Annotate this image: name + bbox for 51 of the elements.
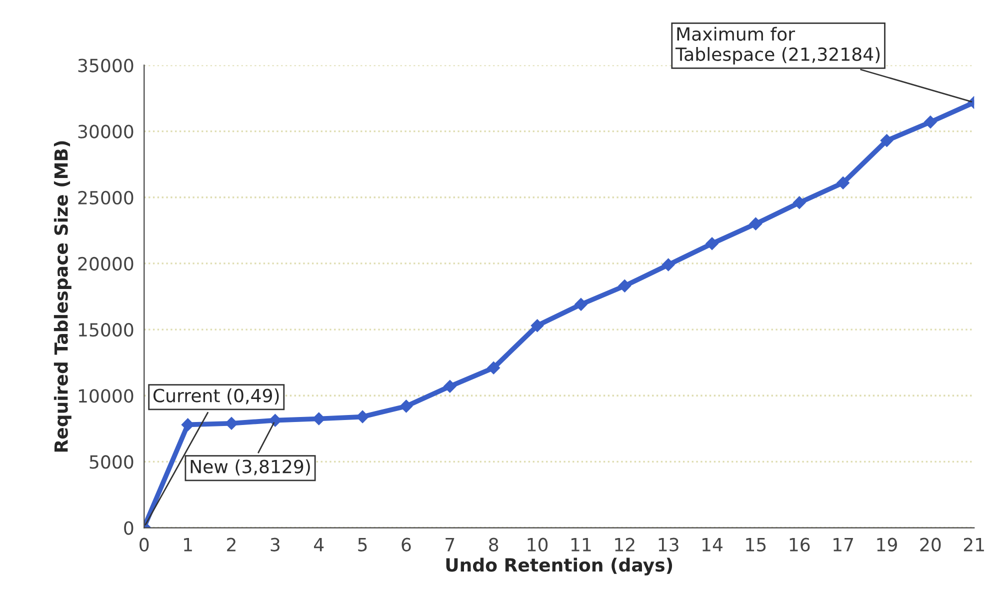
- x-tick-label: 4: [314, 538, 324, 552]
- point: [444, 380, 456, 393]
- x-tick-label: 0: [140, 538, 149, 552]
- x-tick-label: 13: [658, 538, 678, 552]
- x-tick-label: 5: [358, 538, 367, 552]
- x-tick-label: 16: [790, 538, 810, 552]
- annotation: Maximum for Tablespace (21,32184): [675, 26, 880, 65]
- point: [706, 237, 718, 250]
- x-tick-label: 14: [702, 538, 722, 552]
- y-axis-title: Required Tablespace Size (MB): [54, 141, 72, 452]
- x-tick-label: 20: [920, 538, 941, 552]
- point: [924, 116, 937, 128]
- x-tick-label: 21: [964, 538, 984, 552]
- point: [880, 134, 894, 147]
- x-tick-label: 10: [528, 538, 548, 552]
- x-tick-label: 11: [571, 538, 591, 552]
- y-tick-label: 5000: [90, 455, 134, 469]
- point: [792, 196, 806, 210]
- y-tick-label: 30000: [78, 124, 134, 138]
- x-tick-label: 3: [270, 538, 280, 552]
- annotation: New (3,8129): [190, 459, 310, 476]
- y-tick-label: 35000: [78, 58, 134, 72]
- x-axis-title: Undo Retention (days): [446, 558, 672, 576]
- x-tick-label: 2: [227, 538, 236, 552]
- x-tick-label: 8: [489, 538, 498, 552]
- point: [356, 410, 369, 424]
- point: [225, 416, 238, 430]
- x-tick-label: 7: [446, 538, 454, 552]
- point: [662, 258, 675, 272]
- point: [574, 298, 588, 311]
- x-tick-label: 15: [746, 538, 766, 552]
- point: [400, 400, 413, 413]
- annotation: Current (0,49): [153, 388, 279, 405]
- x-tick-label: 1: [184, 538, 192, 552]
- point: [487, 361, 500, 374]
- point: [618, 280, 632, 292]
- point: [749, 217, 762, 230]
- x-tick-label: 17: [834, 538, 854, 552]
- y-tick-label: 10000: [78, 389, 134, 403]
- y-tick-label: 0: [124, 521, 134, 535]
- y-tick-label: 15000: [78, 323, 134, 337]
- point: [312, 412, 326, 426]
- y-tick-label: 25000: [78, 190, 134, 204]
- point: [530, 319, 544, 332]
- y-tick-label: 20000: [78, 256, 134, 271]
- x-tick-label: 19: [877, 538, 897, 552]
- x-tick-label: 6: [402, 538, 411, 552]
- x-tick-label: 12: [615, 538, 634, 552]
- point: [836, 176, 850, 190]
- point: [181, 418, 194, 432]
- point: [268, 414, 282, 427]
